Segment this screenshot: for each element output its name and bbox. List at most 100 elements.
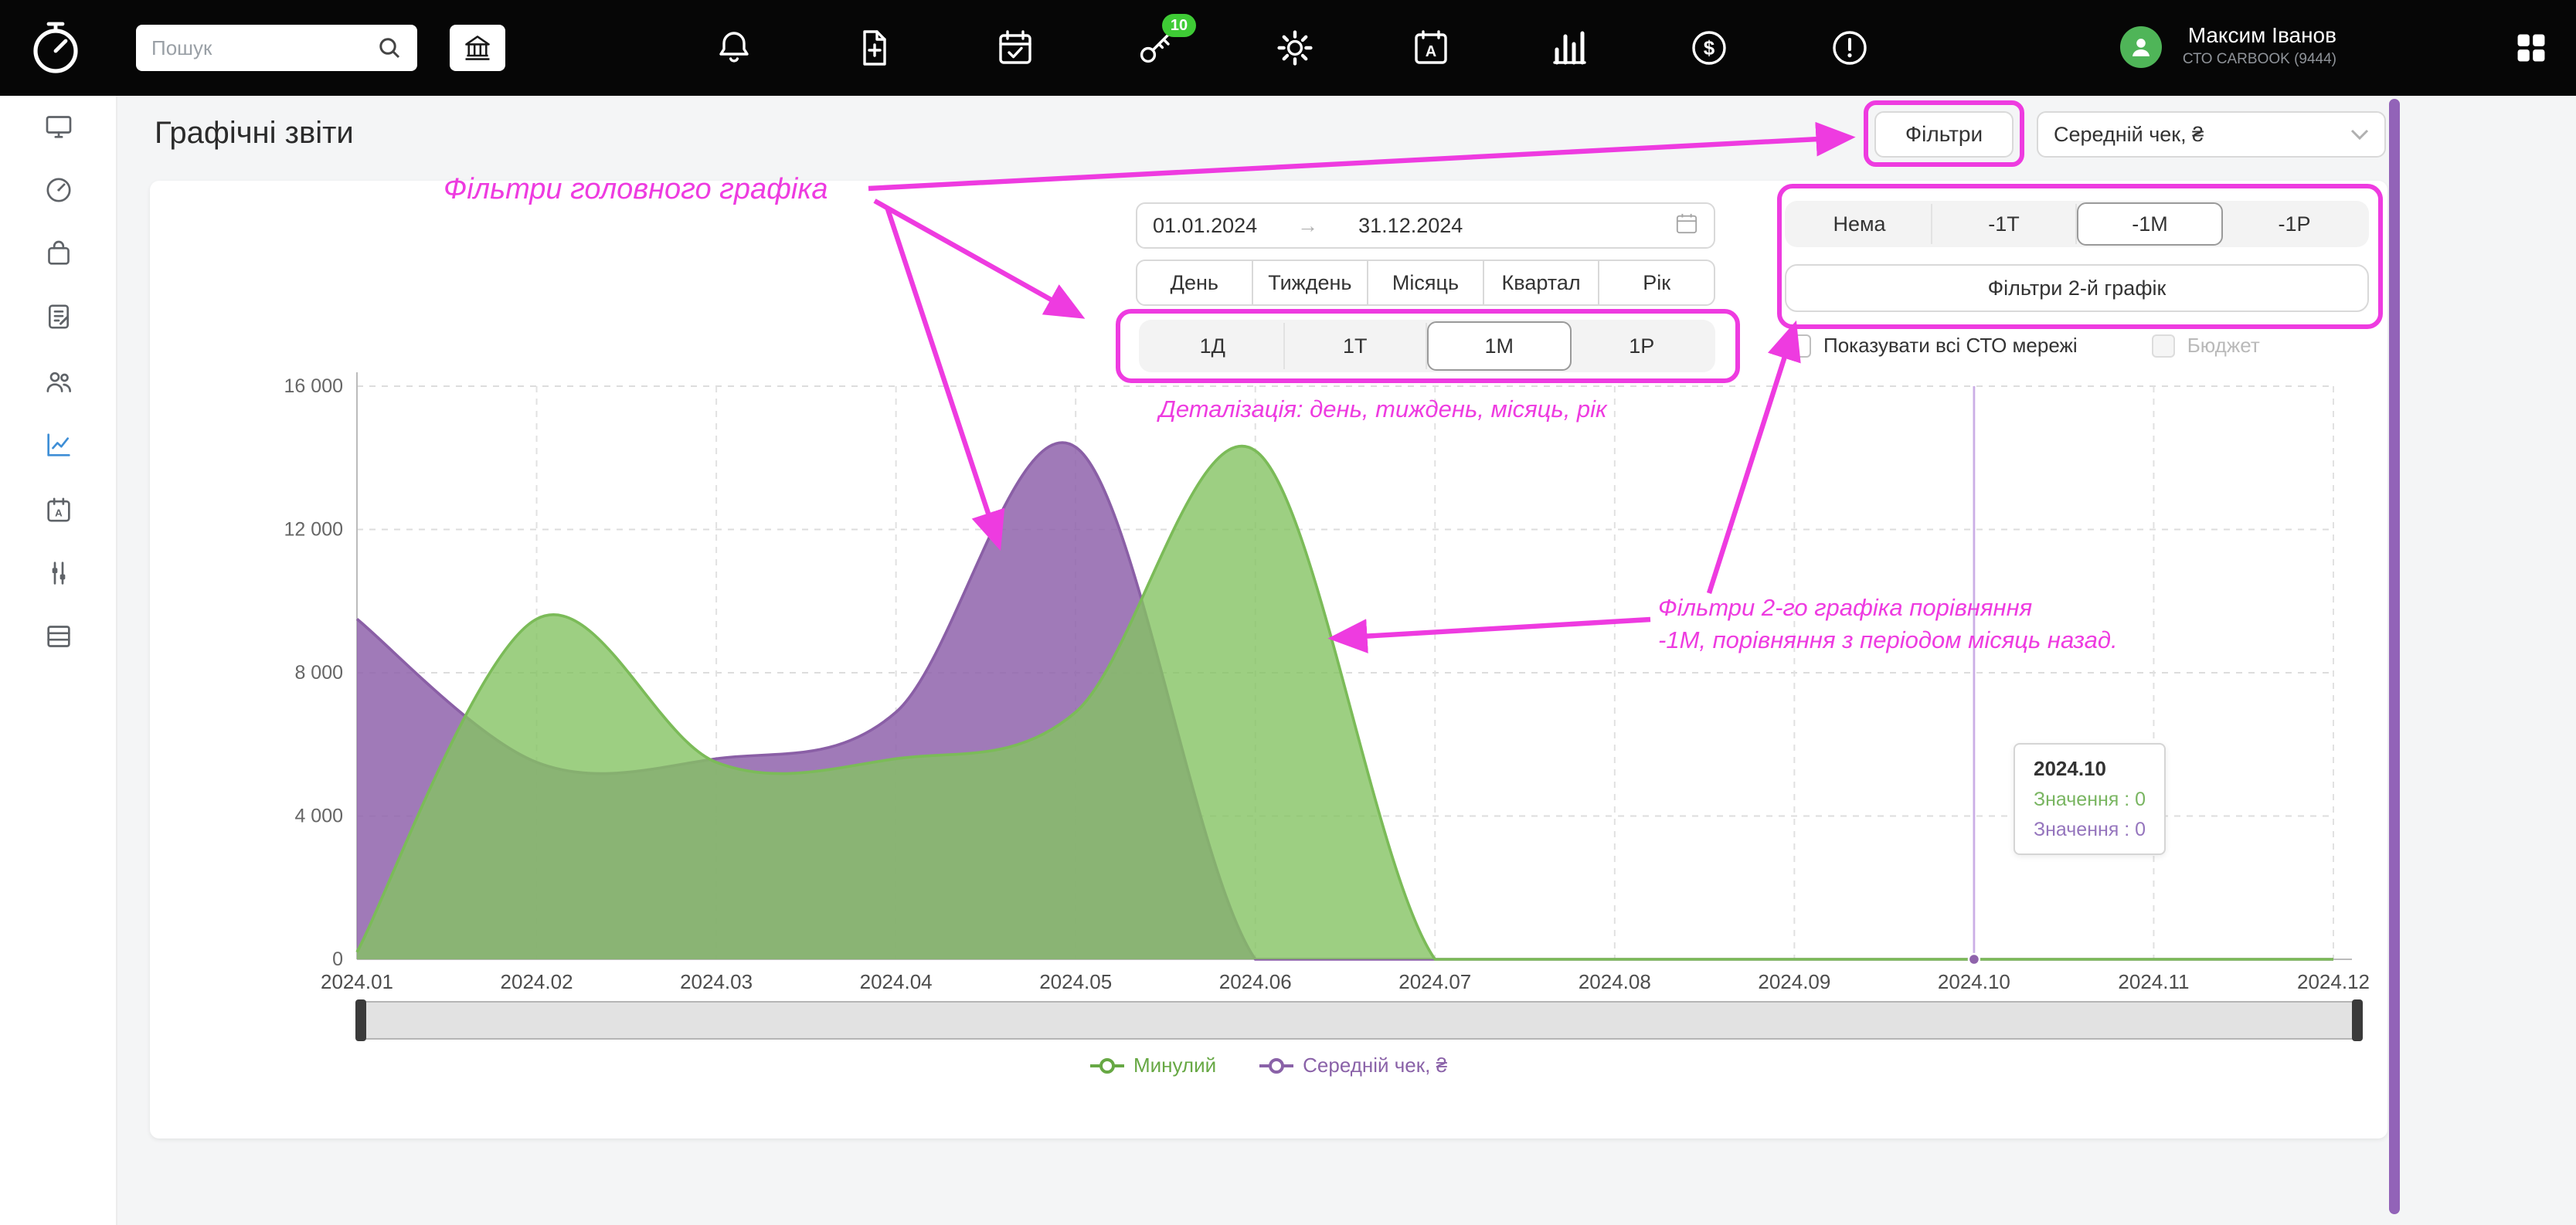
tooltip-row-1: Значення : 0 (2034, 789, 2146, 810)
gauge-icon (46, 178, 71, 202)
date-from[interactable]: 01.01.2024 (1153, 213, 1258, 237)
notifications-button[interactable] (706, 20, 762, 76)
detail-option-2[interactable]: 1Т (1285, 323, 1427, 369)
payments-button[interactable]: $ (1681, 20, 1737, 76)
show-all-sto-label: Показувати всі СТО мережі (1823, 334, 2078, 357)
vertical-scrollbar[interactable] (2389, 99, 2400, 1214)
period-button-2[interactable]: Тиждень (1251, 260, 1369, 306)
access-keys-button[interactable] (1128, 20, 1184, 76)
detail-segmented: 1Д 1Т 1М 1Р (1139, 320, 1715, 372)
sidebar-item-dashboard[interactable] (34, 165, 83, 215)
debts-button[interactable] (1822, 20, 1878, 76)
schedule-button[interactable]: A (1403, 20, 1459, 76)
settings-button[interactable] (1267, 20, 1323, 76)
search-input[interactable] (136, 25, 417, 71)
sidebar-item-documents[interactable] (34, 292, 83, 341)
metric-select[interactable]: Середній чек, ₴ (2037, 111, 2386, 158)
sidebar-item-clients[interactable] (34, 357, 83, 406)
svg-text:2024.11: 2024.11 (2118, 970, 2189, 993)
calendar-check-icon (999, 30, 1031, 64)
avatar[interactable] (2120, 26, 2162, 68)
svg-text:2024.08: 2024.08 (1579, 970, 1651, 993)
tooltip-row-2: Значення : 0 (2034, 819, 2146, 840)
topbar: 10 A $ Максим Іванов СТО CARBOOK (9444) (0, 0, 2576, 96)
gear-icon (1277, 30, 1313, 66)
calendar-a-small-icon: A (47, 497, 70, 522)
compare-option-2[interactable]: -1Т (1932, 204, 2077, 244)
clipboard-pen-icon (49, 304, 69, 329)
svg-text:2024.02: 2024.02 (501, 970, 573, 993)
data-zoom-slider[interactable] (355, 999, 2363, 1041)
person-icon (2132, 39, 2150, 56)
date-range-picker[interactable]: 01.01.2024 → 31.12.2024 (1136, 202, 1715, 249)
tooltip-title: 2024.10 (2034, 757, 2106, 780)
svg-text:2024.03: 2024.03 (680, 970, 753, 993)
compare-option-1[interactable]: Нема (1788, 204, 1932, 244)
page-title: Графічні звіти (155, 116, 354, 150)
chart-legend: Минулий Середній чек, ₴ (150, 1054, 2387, 1077)
bank-icon (465, 36, 490, 60)
sidebar-item-orders[interactable] (34, 229, 83, 278)
compare-segmented: Нема -1Т -1М -1Р (1785, 201, 2369, 247)
bank-button[interactable] (450, 25, 505, 71)
svg-text:2024.09: 2024.09 (1758, 970, 1830, 993)
file-plus-icon (863, 30, 886, 66)
legend-label: Минулий (1133, 1054, 1217, 1077)
detail-option-3[interactable]: 1М (1427, 321, 1572, 371)
user-name: Максим Іванов (2187, 23, 2336, 47)
date-to[interactable]: 31.12.2024 (1358, 213, 1463, 237)
sidebar-item-graph-reports[interactable] (34, 420, 83, 470)
period-buttons: День Тиждень Місяць Квартал Рік (1136, 260, 1715, 306)
filters-button[interactable]: Фільтри (1874, 111, 2014, 158)
sidebar: A (0, 96, 117, 1225)
search-icon (377, 36, 402, 66)
sidebar-item-workstation[interactable] (34, 102, 83, 151)
legend-item-1[interactable]: Минулий (1089, 1054, 1217, 1077)
period-button-5[interactable]: Рік (1598, 260, 1715, 306)
planner-button[interactable] (987, 20, 1043, 76)
reports-button[interactable] (1542, 20, 1598, 76)
dollar-circle-icon: $ (1692, 31, 1726, 65)
svg-text:4 000: 4 000 (294, 806, 343, 827)
svg-text:A: A (1426, 43, 1436, 60)
chart-tooltip: 2024.10 Значення : 0 Значення : 0 (2014, 743, 2166, 855)
slider-left-handle[interactable] (355, 999, 366, 1041)
main-chart[interactable]: 0 4 000 8 000 12 000 16 000 2024.01 2024.02 202… (150, 181, 2387, 1138)
monitor-icon (46, 116, 72, 138)
legend-item-2[interactable]: Середній чек, ₴ (1259, 1054, 1447, 1077)
svg-text:12 000: 12 000 (284, 519, 343, 541)
bell-icon (719, 32, 749, 63)
sidebar-item-tables[interactable] (34, 612, 83, 661)
grid-icon (2517, 34, 2545, 62)
sliders-icon (52, 562, 66, 585)
second-graph-filters-button[interactable]: Фільтри 2-й графік (1785, 264, 2369, 312)
slider-right-handle[interactable] (2352, 999, 2363, 1041)
svg-text:A: A (55, 507, 63, 518)
svg-text:2024.05: 2024.05 (1039, 970, 1112, 993)
compare-option-4[interactable]: -1Р (2278, 212, 2311, 236)
period-button-1[interactable]: День (1136, 260, 1253, 306)
clock-alert-icon (1833, 31, 1867, 65)
compare-option-3[interactable]: -1М (2077, 202, 2223, 246)
bar-chart-icon (1553, 31, 1586, 65)
carbook-logo-icon[interactable] (23, 15, 88, 80)
svg-text:$: $ (1704, 36, 1715, 59)
apps-grid-button[interactable] (2513, 29, 2550, 66)
svg-text:2024.07: 2024.07 (1398, 970, 1471, 993)
people-icon (46, 372, 71, 392)
svg-text:0: 0 (332, 948, 343, 970)
sidebar-item-sliders[interactable] (34, 548, 83, 598)
rows-icon (47, 626, 70, 647)
budget-checkbox (2151, 334, 2175, 358)
create-document-button[interactable] (847, 20, 902, 76)
arrow-right-icon: → (1297, 213, 1319, 237)
svg-text:8 000: 8 000 (294, 662, 343, 684)
detail-option-4[interactable]: 1Р (1629, 334, 1655, 358)
svg-text:2024.06: 2024.06 (1219, 970, 1292, 993)
user-menu[interactable]: Максим Іванов СТО CARBOOK (9444) (2151, 22, 2336, 70)
line-chart-icon (47, 433, 70, 456)
sidebar-item-calendar[interactable]: A (34, 485, 83, 534)
detail-option-1[interactable]: 1Д (1142, 323, 1285, 369)
period-button-3[interactable]: Місяць (1367, 260, 1484, 306)
